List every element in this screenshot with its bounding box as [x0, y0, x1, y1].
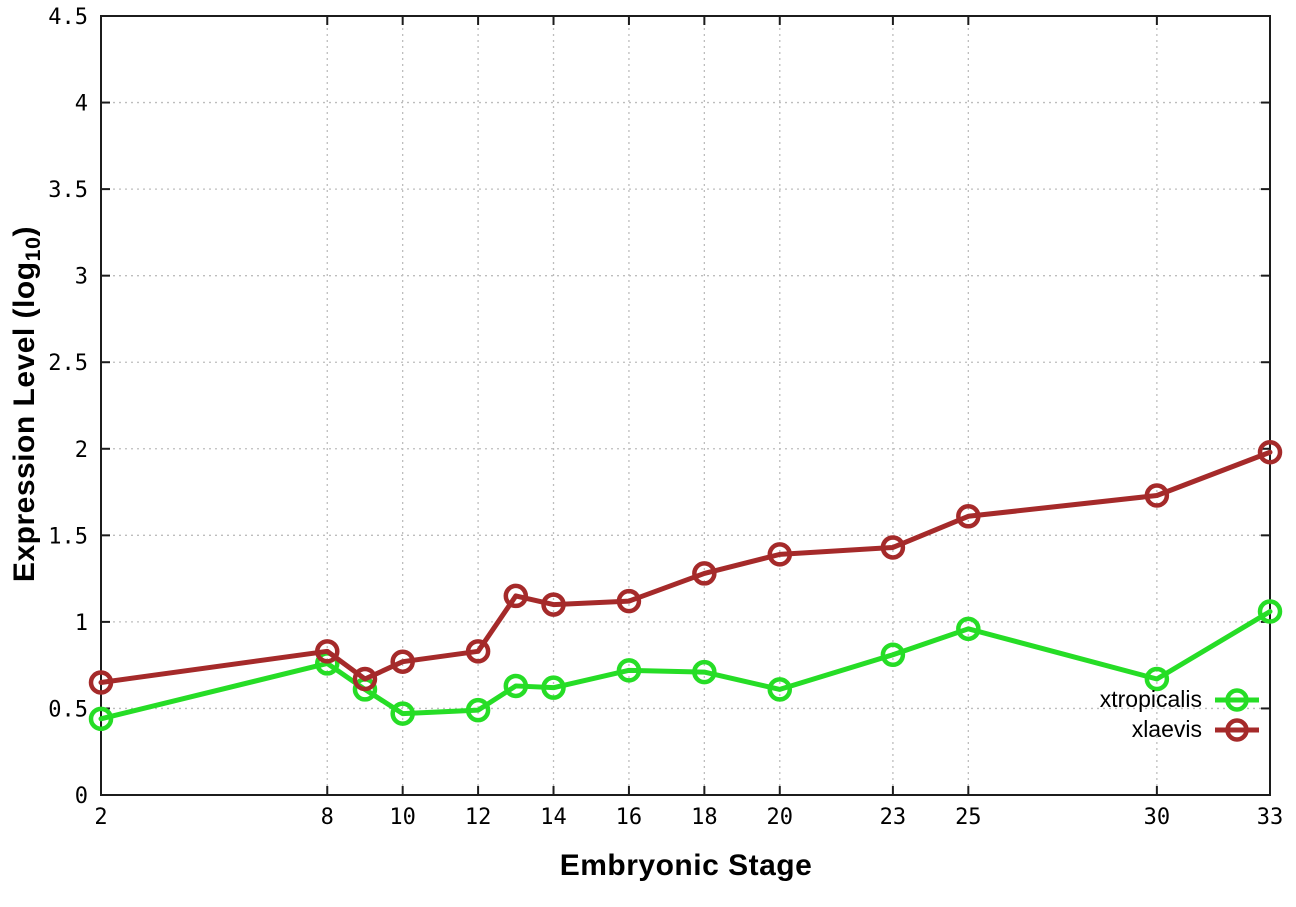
series-xlaevis-point: [767, 542, 793, 567]
series-xtropicalis-point: [88, 706, 114, 732]
y-tick-label: 1: [75, 611, 88, 636]
series-xtropicalis-point: [465, 697, 491, 723]
series-xtropicalis-point: [692, 659, 717, 685]
x-tick-label: 8: [321, 805, 334, 830]
y-tick-label: 0: [75, 784, 88, 809]
y-tick-label: 4.5: [48, 5, 88, 30]
series-xlaevis-point: [503, 583, 529, 609]
series-xtropicalis-point: [616, 658, 642, 683]
legend: xtropicalis xlaevis: [1100, 686, 1260, 743]
y-axis-label-suffix: ): [7, 225, 41, 237]
series-xtropicalis-point: [956, 616, 981, 642]
y-tick-label: 1.5: [48, 524, 88, 549]
series-xlaevis-point: [541, 592, 566, 617]
plot-border: [100, 15, 1271, 796]
series-xlaevis-point: [692, 561, 717, 586]
series-xlaevis-point: [390, 649, 415, 674]
series-xtropicalis-point: [1144, 666, 1170, 692]
y-tick-label: 3.5: [48, 178, 88, 203]
y-tick-label: 2: [75, 438, 88, 463]
series-xlaevis-point: [315, 639, 340, 664]
series-xlaevis-point: [465, 639, 491, 664]
legend-label-xlaevis: xlaevis: [1131, 716, 1202, 742]
legend-marker-xtropicalis-icon: [1215, 687, 1259, 712]
series-xtropicalis-point: [880, 642, 906, 668]
series-xtropicalis-line: [98, 609, 1273, 722]
x-tick-label: 10: [389, 805, 416, 830]
series-xtropicalis-point: [541, 675, 566, 700]
x-tick-label: 25: [955, 805, 982, 830]
y-tick-label: 0.5: [48, 697, 88, 722]
x-tick-label: 30: [1144, 805, 1171, 830]
x-tick-label: 16: [616, 805, 643, 830]
x-tick-label: 23: [880, 805, 907, 830]
legend-item-xtropicalis: xtropicalis: [1100, 686, 1260, 713]
series-xlaevis-point: [352, 666, 378, 692]
series-xlaevis-point: [880, 535, 906, 560]
series-xlaevis-point: [1144, 483, 1170, 508]
x-tick-label: 20: [767, 805, 794, 830]
x-tick-label: 18: [691, 805, 718, 830]
x-axis-label: Embryonic Stage: [559, 849, 813, 882]
x-tick-label: 12: [465, 805, 492, 830]
series-xlaevis-point: [88, 670, 114, 695]
series-xlaevis-point: [956, 504, 981, 529]
y-axis-label-subscript: 10: [20, 236, 46, 262]
y-tick-label: 3: [75, 265, 88, 290]
legend-item-xlaevis: xlaevis: [1100, 716, 1260, 743]
y-axis-label-text: Expression Level (log: [7, 261, 41, 583]
x-tick-label: 33: [1257, 805, 1284, 830]
series-xlaevis-point: [616, 588, 642, 614]
series-xlaevis-point: [1257, 439, 1283, 465]
series-xtropicalis-point: [503, 673, 529, 699]
legend-label-xtropicalis: xtropicalis: [1099, 686, 1202, 712]
series-xlaevis-line: [98, 449, 1273, 685]
series-xtropicalis-point: [390, 701, 415, 726]
y-tick-label: 4: [75, 92, 88, 117]
legend-marker-xlaevis-icon: [1215, 717, 1259, 742]
series-xtropicalis-point: [767, 677, 793, 702]
y-axis-label: Expression Level (log10): [8, 226, 46, 582]
series-xtropicalis-point: [1257, 599, 1283, 624]
x-tick-label: 14: [540, 805, 567, 830]
y-tick-label: 2.5: [48, 351, 88, 376]
x-tick-label: 2: [94, 805, 107, 830]
